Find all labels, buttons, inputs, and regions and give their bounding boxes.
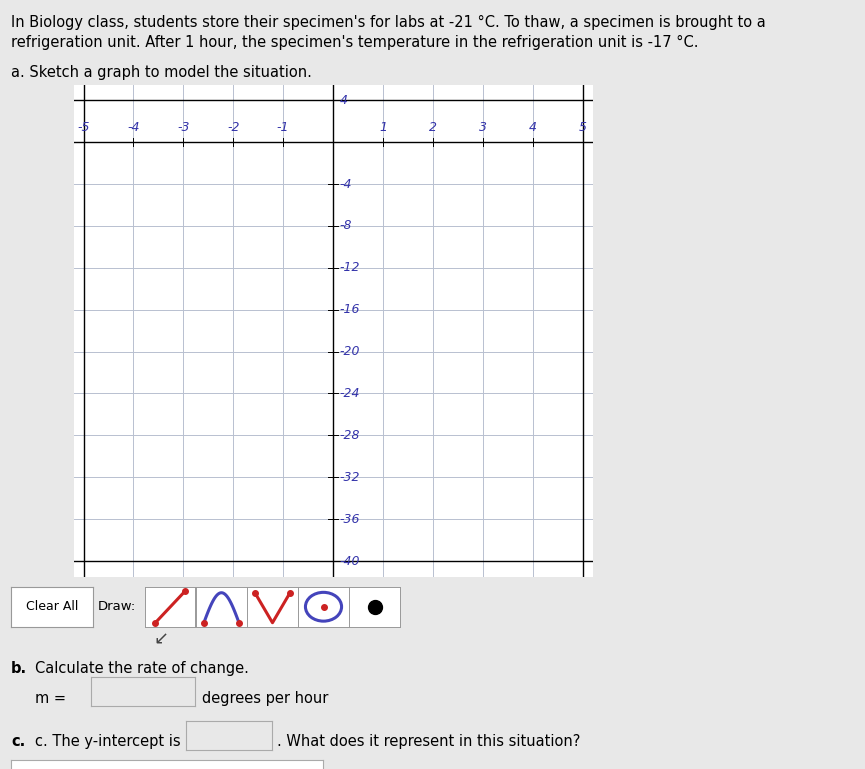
Text: -24: -24 [339, 387, 360, 400]
Text: -40: -40 [339, 554, 360, 568]
Text: -2: -2 [227, 121, 240, 134]
Text: degrees per hour: degrees per hour [202, 691, 328, 706]
Text: -12: -12 [339, 261, 360, 275]
Text: -16: -16 [339, 303, 360, 316]
Text: 4: 4 [529, 121, 536, 134]
Text: -5: -5 [77, 121, 90, 134]
Text: c.: c. [11, 734, 25, 750]
Text: -36: -36 [339, 513, 360, 526]
Text: a. Sketch a graph to model the situation.: a. Sketch a graph to model the situation… [11, 65, 312, 81]
Text: c. The y-intercept is: c. The y-intercept is [35, 734, 180, 750]
Text: 5: 5 [579, 121, 586, 134]
Text: -1: -1 [277, 121, 290, 134]
Text: Draw:: Draw: [98, 601, 136, 613]
Text: -28: -28 [339, 429, 360, 442]
Text: refrigeration unit. After 1 hour, the specimen's temperature in the refrigeratio: refrigeration unit. After 1 hour, the sp… [11, 35, 699, 50]
Text: m =: m = [35, 691, 66, 706]
Text: -4: -4 [339, 178, 352, 191]
Text: b.: b. [11, 661, 28, 677]
Text: -8: -8 [339, 219, 352, 232]
Text: . What does it represent in this situation?: . What does it represent in this situati… [277, 734, 580, 750]
Text: ↙: ↙ [154, 631, 169, 648]
Text: -20: -20 [339, 345, 360, 358]
Text: Clear All: Clear All [26, 601, 79, 613]
Text: 4: 4 [339, 94, 348, 107]
Text: 1: 1 [379, 121, 387, 134]
Text: -3: -3 [177, 121, 189, 134]
Text: Calculate the rate of change.: Calculate the rate of change. [35, 661, 248, 677]
Text: 3: 3 [478, 121, 487, 134]
Text: -4: -4 [127, 121, 139, 134]
Text: 2: 2 [429, 121, 437, 134]
Text: -32: -32 [339, 471, 360, 484]
Text: In Biology class, students store their specimen's for labs at -21 °C. To thaw, a: In Biology class, students store their s… [11, 15, 766, 31]
